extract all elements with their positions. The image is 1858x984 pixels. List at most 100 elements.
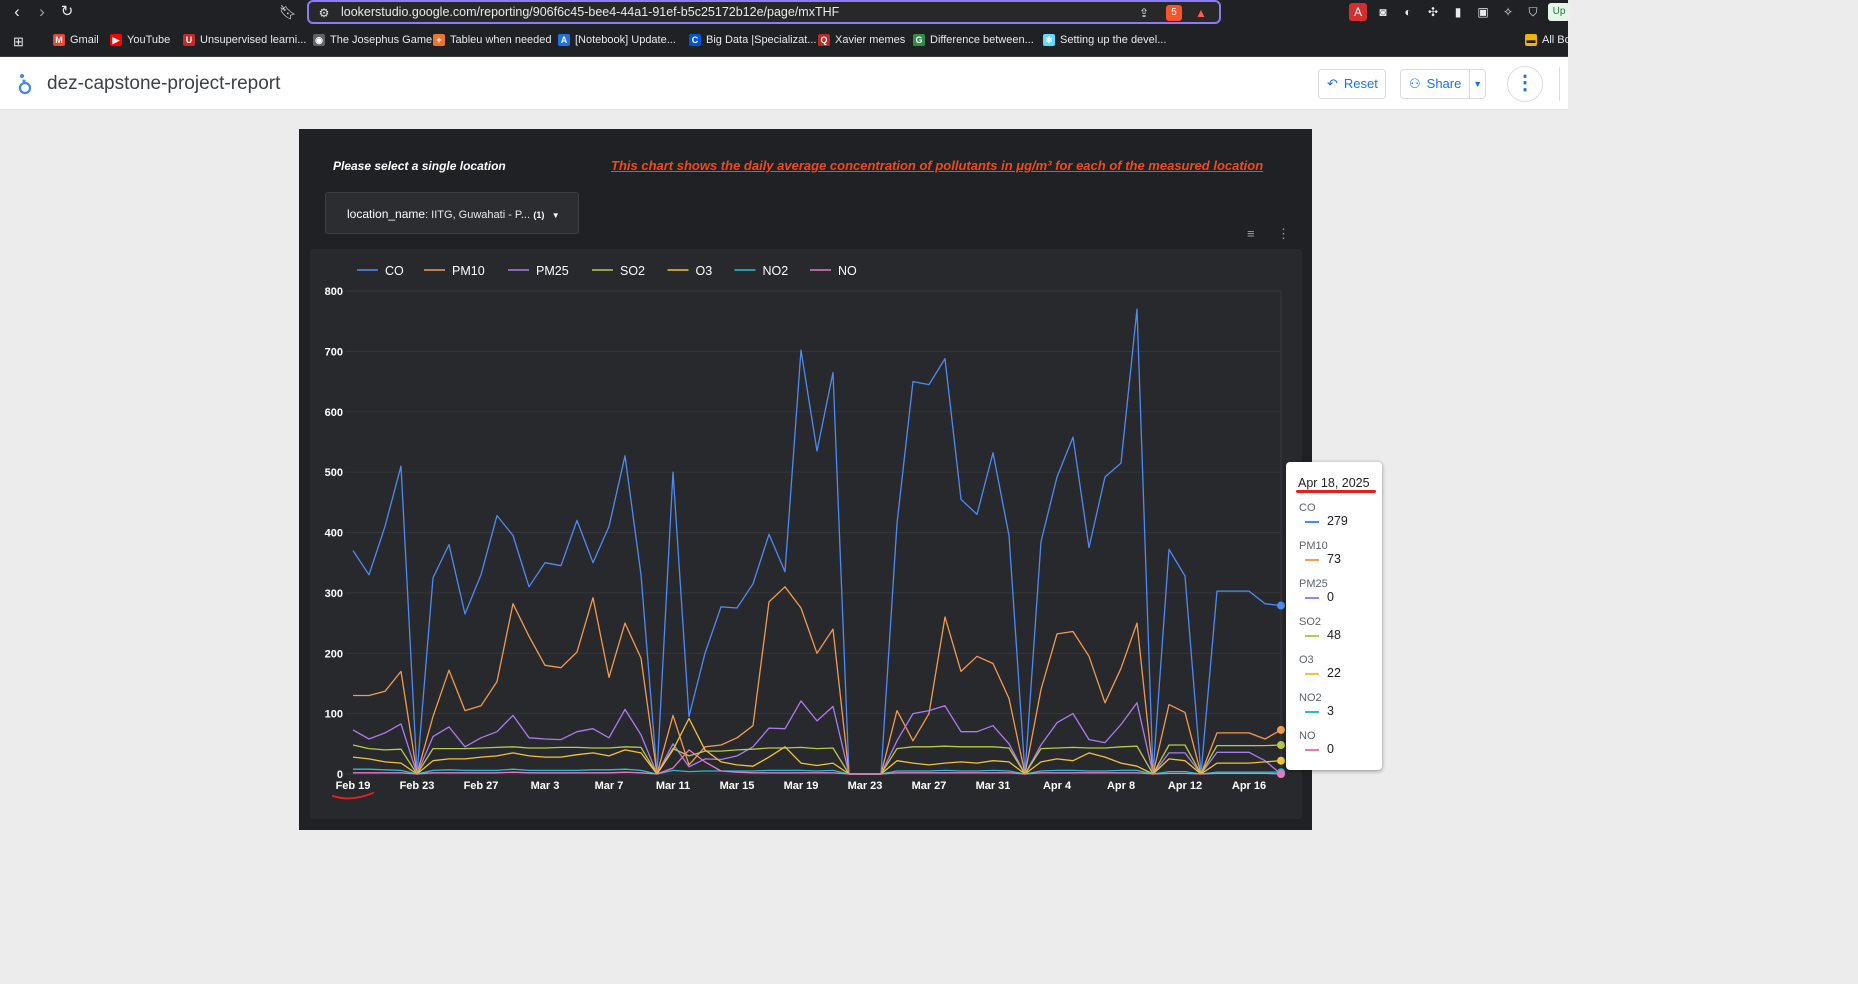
address-bar[interactable]: ⚙︎ lookerstudio.google.com/reporting/906…	[307, 0, 1221, 24]
dropdown-arrow-icon: ▼	[551, 211, 560, 220]
filter-lines-icon[interactable]: ≡	[1247, 226, 1255, 241]
tableau-icon: +	[433, 34, 445, 46]
location-filter-control[interactable]: location_name: IITG, Guwahati - P... (1)…	[325, 192, 579, 234]
more-options-icon[interactable]: ⋮	[1507, 66, 1543, 102]
coursera-icon: C	[689, 34, 701, 46]
bookmark-label: Unsupervised learni...	[200, 34, 307, 46]
tooltip-series-value: 0	[1327, 742, 1334, 756]
looker-studio-logo	[18, 74, 32, 95]
share-label: Share	[1426, 76, 1462, 91]
vpn-icon[interactable]: ⛉	[1528, 5, 1538, 19]
site-info-icon[interactable]: ⚙︎	[318, 6, 330, 20]
apps-grid-icon[interactable]: ⊞	[13, 34, 24, 49]
bookmark-item[interactable]: G Difference between...	[913, 34, 1034, 46]
bookmark-item[interactable]: Q Xavier memes	[818, 34, 905, 46]
reload-icon[interactable]: ↻	[60, 3, 74, 20]
select-location-prompt: Please select a single location	[333, 159, 506, 173]
bookmark-label: Tableu when needed	[450, 34, 552, 46]
bookmark-item[interactable]: M Gmail	[53, 34, 99, 46]
red-annotation-mark	[332, 792, 374, 800]
undo-icon: ↶	[1327, 76, 1338, 91]
bookmark-label: [Notebook] Update...	[575, 34, 676, 46]
browser-toolbar: ‹ › ↻ 🔖︎ ⚙︎ lookerstudio.google.com/repo…	[0, 0, 1570, 27]
bookmark-label: Xavier memes	[835, 34, 906, 46]
add-person-icon: ⚇	[1409, 76, 1421, 91]
bookmark-item[interactable]: C Big Data |Specializat...	[689, 34, 816, 46]
pdf-extension-icon[interactable]: A	[1349, 3, 1367, 21]
chart-panel	[310, 249, 1302, 819]
bookmark-label: YouTube	[127, 34, 171, 46]
red-underline-mark	[1296, 490, 1376, 493]
reset-label: Reset	[1343, 76, 1378, 91]
bookmark-star-icon[interactable]: 🔖︎	[279, 4, 297, 20]
bookmark-item[interactable]: A [Notebook] Update...	[558, 34, 676, 46]
tooltip-series-value: 279	[1327, 514, 1348, 528]
report-title[interactable]: dez-capstone-project-report	[47, 73, 281, 94]
reset-button[interactable]: ↶ Reset	[1318, 69, 1386, 99]
bookmark-label: Gmail	[70, 34, 99, 46]
share-page-icon[interactable]: ⇪	[1138, 6, 1150, 20]
brave-shields-icon[interactable]: 5	[1166, 5, 1182, 21]
tooltip-series-name: CO	[1299, 502, 1316, 514]
tooltip-series-value: 48	[1327, 628, 1341, 642]
all-bookmarks[interactable]: ▬ All Bo	[1525, 34, 1571, 46]
tooltip-series-value: 3	[1327, 704, 1334, 718]
chart-tooltip: Apr 18, 2025 CO 279 PM10 73 PM25 0 SO2 48 O3 22 NO…	[1286, 462, 1382, 770]
tooltip-series-swatch	[1305, 597, 1319, 599]
tooltip-series-value: 0	[1327, 590, 1334, 604]
bookmark-label: The Josephus Game	[330, 34, 433, 46]
sidebar-icon[interactable]: ▮	[1454, 5, 1462, 19]
chart-menu-icon[interactable]: ⋮	[1277, 226, 1290, 241]
url-text[interactable]: lookerstudio.google.com/reporting/906f6c…	[341, 5, 840, 19]
filter-value: : IITG, Guwahati - P...	[425, 209, 531, 221]
wallet-icon[interactable]: ▣	[1477, 5, 1489, 19]
divider	[1559, 67, 1560, 101]
filter-field-name: location_name	[347, 207, 426, 221]
bookmark-label: Big Data |Specializat...	[706, 34, 817, 46]
tooltip-date: Apr 18, 2025	[1298, 476, 1370, 490]
tooltip-series-name: NO2	[1299, 692, 1322, 704]
quora-icon: Q	[818, 34, 830, 46]
camera-extension-icon[interactable]: ◙	[1379, 5, 1387, 19]
tooltip-series-name: SO2	[1299, 616, 1322, 628]
tooltip-series-name: O3	[1299, 654, 1314, 666]
all-bookmarks-label: All Bo	[1542, 34, 1571, 46]
bookmarks-bar: ⊞ ▬ All Bo M Gmail ▶ YouTube U Unsupervised le…	[0, 27, 1571, 57]
bookmark-icon: U	[183, 34, 195, 46]
bookmark-label: Difference between...	[930, 34, 1034, 46]
leo-icon[interactable]: ✧	[1502, 5, 1514, 19]
filter-count: (1)	[533, 210, 545, 220]
update-label: Up	[1552, 6, 1566, 17]
tooltip-series-value: 22	[1327, 666, 1341, 680]
bookmark-item[interactable]: U Unsupervised learni...	[183, 34, 306, 46]
puzzle-icon[interactable]: ✣	[1427, 5, 1439, 19]
chart-description: This chart shows the daily average conce…	[611, 158, 1264, 173]
gfg-icon: G	[913, 34, 925, 46]
looker-header: dez-capstone-project-report ↶ Reset ⚇ Shar…	[0, 57, 1568, 110]
youtube-icon: ▶	[110, 34, 122, 46]
tooltip-series-swatch	[1305, 521, 1319, 523]
react-icon: ⚛	[1043, 34, 1055, 46]
gmail-icon: M	[53, 34, 65, 46]
share-dropdown-icon[interactable]: ▼	[1469, 70, 1485, 98]
folder-icon: ▬	[1525, 34, 1537, 46]
notebook-icon: A	[558, 34, 570, 46]
share-button[interactable]: ⚇ Share ▼	[1400, 69, 1486, 99]
tooltip-series-swatch	[1305, 559, 1319, 561]
bookmark-item[interactable]: + Tableu when needed	[433, 34, 552, 46]
tooltip-series-swatch	[1305, 635, 1319, 637]
bookmark-label: Setting up the devel...	[1060, 34, 1167, 46]
tooltip-series-name: PM25	[1299, 578, 1328, 590]
tooltip-series-swatch	[1305, 711, 1319, 713]
globe-icon: ◉	[313, 34, 325, 46]
bookmark-item[interactable]: ◉ The Josephus Game	[313, 34, 432, 46]
tooltip-series-swatch	[1305, 749, 1319, 751]
update-button[interactable]: Up	[1548, 3, 1570, 21]
tooltip-series-name: NO	[1299, 730, 1316, 742]
extension-icon[interactable]: ◐	[1404, 5, 1412, 19]
brave-rewards-icon[interactable]: ▲	[1195, 6, 1207, 20]
bookmark-item[interactable]: ⚛ Setting up the devel...	[1043, 34, 1166, 46]
back-icon[interactable]: ‹	[14, 2, 20, 21]
forward-icon[interactable]: ›	[39, 2, 45, 21]
bookmark-item[interactable]: ▶ YouTube	[110, 34, 170, 46]
